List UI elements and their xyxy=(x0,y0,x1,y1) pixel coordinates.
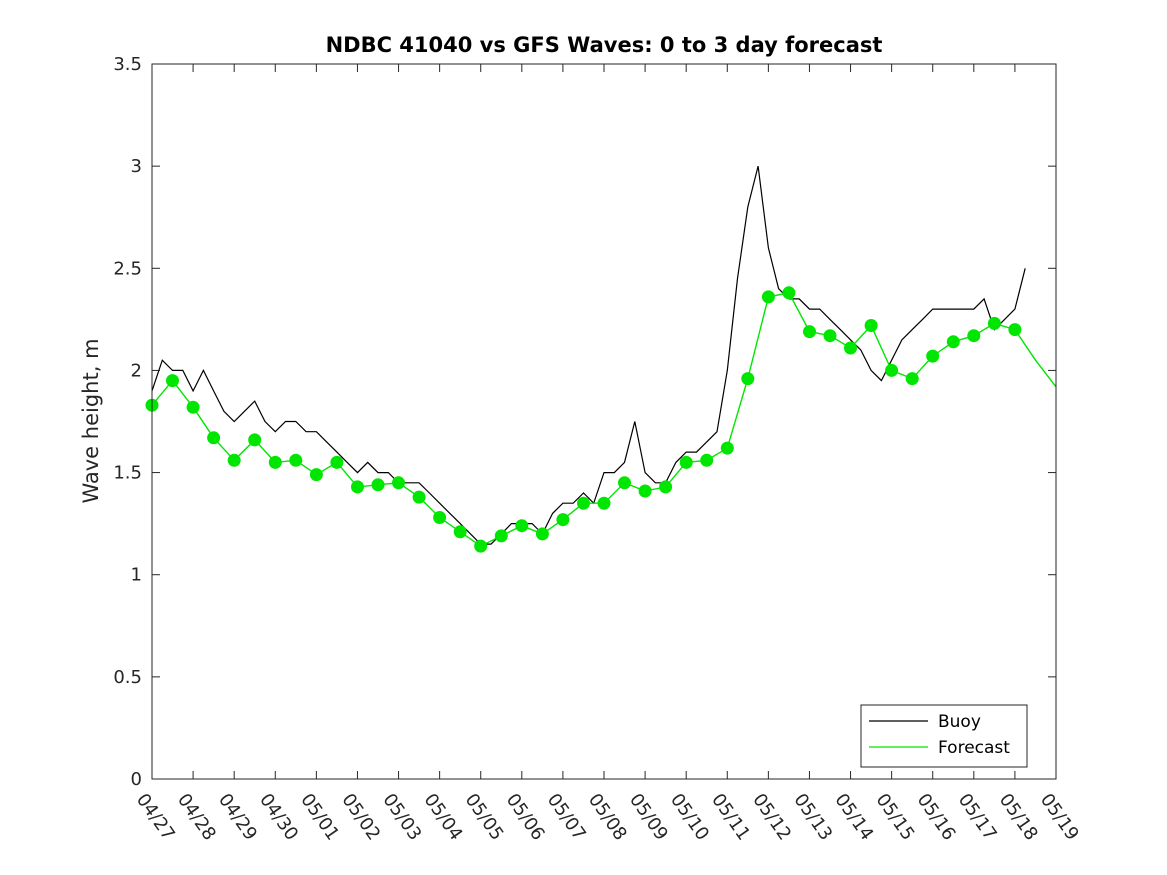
forecast-point xyxy=(207,431,221,445)
x-tick-label: 04/29 xyxy=(214,790,261,845)
x-tick-label: 04/30 xyxy=(255,790,302,845)
forecast-point xyxy=(515,519,529,533)
forecast-point xyxy=(186,400,200,414)
forecast-point xyxy=(864,319,878,332)
x-tick-label: 05/18 xyxy=(995,790,1042,845)
forecast-point xyxy=(987,316,1001,330)
forecast-point xyxy=(700,453,714,467)
x-tick-label: 05/10 xyxy=(666,790,713,845)
forecast-point xyxy=(679,455,693,469)
forecast-point xyxy=(371,478,385,492)
forecast-point xyxy=(577,496,590,510)
legend-box xyxy=(860,704,1028,768)
forecast-point xyxy=(741,372,755,386)
forecast-point xyxy=(905,372,919,386)
x-tick-label: 05/07 xyxy=(543,790,590,845)
forecast-point xyxy=(474,539,488,553)
forecast-point xyxy=(803,325,816,339)
x-tick-label: 05/17 xyxy=(954,790,1001,845)
forecast-point xyxy=(453,525,467,539)
forecast-point xyxy=(268,455,282,469)
y-axis-label: Wave height, m xyxy=(79,338,103,503)
legend-label-buoy: Buoy xyxy=(938,712,981,732)
y-tick-label: 2.5 xyxy=(113,258,142,279)
forecast-point xyxy=(351,480,364,494)
x-tick-label: 05/01 xyxy=(296,790,343,845)
x-tick-label: 05/06 xyxy=(502,790,549,845)
forecast-point xyxy=(597,496,611,510)
forecast-point xyxy=(946,335,960,349)
forecast-point xyxy=(166,374,179,388)
x-tick-label: 05/13 xyxy=(789,790,836,845)
y-tick-label: 3.5 xyxy=(113,54,142,75)
x-tick-label: 05/15 xyxy=(872,790,919,845)
forecast-point xyxy=(494,529,508,543)
forecast-point xyxy=(618,476,631,490)
plot-area xyxy=(145,165,1057,553)
forecast-point xyxy=(638,484,652,498)
x-tick-label: 04/28 xyxy=(173,790,220,845)
forecast-point xyxy=(330,455,344,469)
x-tick-label: 05/04 xyxy=(420,790,467,845)
legend-label-forecast: Forecast xyxy=(938,738,1010,758)
y-tick-label: 3 xyxy=(131,156,142,177)
forecast-point xyxy=(844,341,857,355)
x-tick-label: 04/27 xyxy=(132,790,179,845)
forecast-point xyxy=(967,329,981,343)
legend: Buoy Forecast xyxy=(860,704,1028,768)
forecast-point xyxy=(761,290,775,304)
y-tick-label: 2 xyxy=(131,360,142,381)
forecast-point xyxy=(1008,323,1022,337)
x-tick-label: 05/11 xyxy=(707,790,754,845)
forecast-point xyxy=(309,468,323,482)
x-tick-label: 05/19 xyxy=(1036,790,1083,845)
forecast-point xyxy=(720,441,734,455)
x-tick-label: 05/09 xyxy=(625,790,672,845)
forecast-point xyxy=(823,329,837,343)
x-tick-label: 05/03 xyxy=(378,790,425,845)
y-tick-label: 1.5 xyxy=(113,463,142,484)
y-tick-label: 0 xyxy=(131,769,142,790)
forecast-point xyxy=(392,476,405,490)
chart-title: NDBC 41040 vs GFS Waves: 0 to 3 day fore… xyxy=(326,33,883,57)
y-tick-label: 0.5 xyxy=(113,667,142,688)
y-tick-label: 1 xyxy=(131,565,142,586)
forecast-point xyxy=(433,511,447,524)
forecast-point xyxy=(412,490,426,504)
x-tick-label: 05/08 xyxy=(584,790,631,845)
forecast-point xyxy=(248,433,262,447)
x-tick-label: 05/05 xyxy=(461,790,508,845)
forecast-point xyxy=(289,453,303,467)
series-line-buoy xyxy=(151,165,1026,545)
forecast-point xyxy=(535,527,549,541)
forecast-point xyxy=(782,286,796,300)
forecast-point xyxy=(556,513,570,527)
x-tick-label: 05/02 xyxy=(337,790,384,845)
x-tick-label: 05/16 xyxy=(913,790,960,845)
x-tick-label: 05/12 xyxy=(748,790,795,845)
forecast-point xyxy=(659,480,673,494)
forecast-point xyxy=(926,349,940,363)
forecast-point xyxy=(885,363,899,377)
forecast-point xyxy=(227,453,241,467)
x-tick-label: 05/14 xyxy=(830,790,877,845)
